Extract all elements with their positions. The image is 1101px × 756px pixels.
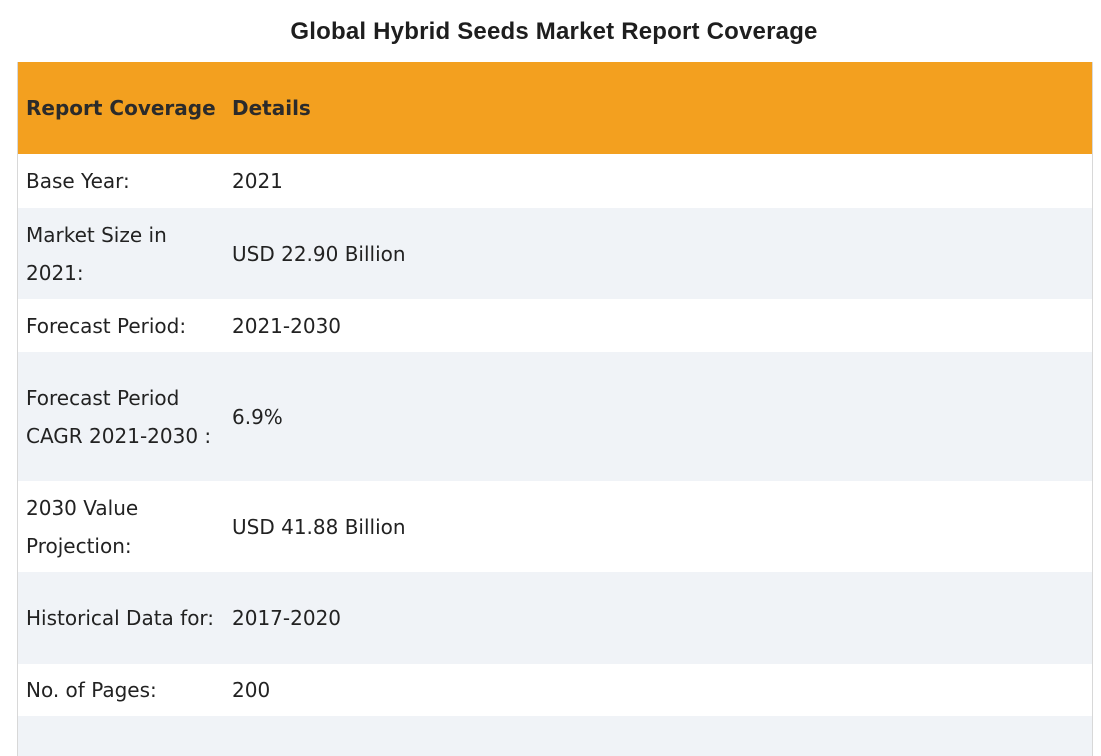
row-label: No. of Pages: — [26, 678, 157, 702]
row-value: USD 22.90 Billion — [232, 241, 406, 266]
row-value — [224, 716, 1092, 756]
row-label: Historical Data for: — [26, 606, 215, 630]
table-row: Base Year: 2021 — [18, 154, 1092, 208]
table-row: Historical Data for: 2017-2020 — [18, 572, 1092, 664]
report-coverage-table: Report Coverage Details Base Year: 2021 … — [18, 62, 1092, 756]
table-row — [18, 716, 1092, 756]
table-row: Forecast Period: 2021-2030 — [18, 299, 1092, 352]
row-label — [18, 716, 224, 756]
table-row: 2030 Value Projection: USD 41.88 Billion — [18, 481, 1092, 572]
row-label: Forecast Period CAGR 2021-2030 : — [26, 385, 212, 448]
row-value: 2021-2030 — [232, 313, 342, 338]
column-header-details: Details — [232, 96, 311, 120]
table-header-row: Report Coverage Details — [18, 62, 1092, 154]
row-value: 6.9% — [232, 404, 283, 429]
row-label: 2030 Value Projection: — [26, 495, 139, 558]
row-value: 2017-2020 — [232, 606, 342, 630]
table-row: Forecast Period CAGR 2021-2030 : 6.9% — [18, 352, 1092, 481]
table-row: Market Size in 2021: USD 22.90 Billion — [18, 208, 1092, 299]
table-header: Report Coverage Details — [18, 62, 1092, 154]
table-row: No. of Pages: 200 — [18, 664, 1092, 716]
column-header-report-coverage: Report Coverage — [26, 96, 216, 120]
report-coverage-table-container: Report Coverage Details Base Year: 2021 … — [17, 62, 1093, 756]
row-value: 200 — [232, 678, 271, 702]
row-label: Market Size in 2021: — [26, 222, 167, 285]
row-value: 2021 — [232, 169, 283, 193]
page-title: Global Hybrid Seeds Market Report Covera… — [290, 18, 818, 45]
row-label: Forecast Period: — [26, 313, 187, 338]
row-value: USD 41.88 Billion — [232, 514, 406, 539]
row-label: Base Year: — [26, 169, 130, 193]
table-body: Base Year: 2021 Market Size in 2021: USD… — [18, 154, 1092, 756]
